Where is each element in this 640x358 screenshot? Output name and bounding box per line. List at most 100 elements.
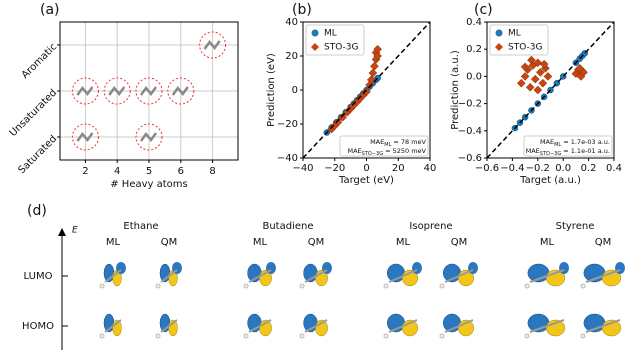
y-tick-label: 0 (292, 85, 298, 96)
x-tick-label: 0.4 (606, 163, 622, 174)
point (575, 63, 585, 73)
diagonal (487, 22, 614, 158)
y-tick-label: −40 (277, 153, 298, 164)
plot-frame (59, 21, 239, 161)
method-label: QM (451, 237, 468, 248)
h-atom (524, 283, 530, 289)
annotation: MAEML = 78 meV (370, 138, 426, 148)
point (527, 55, 536, 65)
diagonal (303, 22, 430, 158)
point (543, 72, 553, 81)
x-tick-label: 0.0 (555, 163, 571, 174)
method-label: ML (396, 237, 411, 248)
x-tick-label: 8 (209, 166, 215, 177)
molecule (135, 77, 163, 105)
y-tick-label: −0.2 (458, 99, 482, 110)
molecule (167, 77, 195, 105)
molecule-sticks (139, 131, 158, 143)
bond (104, 269, 122, 283)
h-atom (383, 283, 389, 289)
bond (585, 269, 621, 283)
x-tick-label: 0.2 (581, 163, 597, 174)
bond (444, 269, 474, 283)
bond (160, 269, 178, 283)
x-axis-label: Target (a.u.) (519, 175, 581, 186)
legend-label: ML (324, 29, 337, 39)
molecule-title: Ethane (123, 221, 158, 232)
legend-marker (311, 29, 319, 37)
legend-label: STO-3G (508, 43, 543, 53)
annotation-sub: ML (384, 142, 391, 148)
method-label: QM (308, 237, 325, 248)
h-atom (99, 333, 105, 339)
orbital (439, 262, 478, 289)
point (333, 117, 343, 127)
bond (388, 319, 418, 333)
annotation-suffix: = 1.7e-03 a.u. (563, 138, 610, 146)
y-tick-label: −20 (277, 119, 298, 130)
x-tick-label: 4 (114, 166, 120, 177)
panel-label: (b) (292, 2, 312, 18)
x-tick-label: −20 (324, 163, 345, 174)
x-tick-label: −0.2 (526, 163, 550, 174)
point (525, 82, 535, 92)
bond (248, 269, 272, 283)
point (516, 78, 526, 88)
annotation-suffix: = 5250 meV (385, 147, 426, 155)
bond (304, 269, 328, 283)
y-axis-label: Prediction (a.u.) (450, 50, 461, 130)
h-atom (439, 333, 445, 339)
method-label: QM (595, 237, 612, 248)
h-atom (580, 283, 586, 289)
annotation-frame (339, 135, 429, 157)
orbital (524, 313, 566, 339)
point (373, 44, 382, 54)
molecule-sticks (171, 85, 189, 97)
h-atom (524, 333, 530, 339)
point (539, 59, 549, 69)
molecule-sticks (139, 85, 158, 97)
h-atom (155, 283, 161, 289)
annotation-text: MAE (540, 138, 554, 146)
bond (585, 319, 621, 333)
level-label: HOMO (22, 321, 54, 332)
annotation: MAEML = 1.7e-03 a.u. (540, 138, 610, 148)
panel-label: (a) (40, 2, 60, 18)
x-tick-label: 40 (424, 163, 437, 174)
molecule-title: Isoprene (409, 221, 452, 232)
point (530, 74, 540, 84)
bond (444, 319, 474, 333)
y-tick-label: Aromatic (20, 41, 60, 81)
level-label: LUMO (24, 271, 53, 282)
point (533, 58, 543, 68)
annotation: MAESTO−3G = 5250 meV (348, 147, 427, 157)
energy-arrow (58, 228, 66, 236)
molecule-circle (167, 77, 195, 105)
h-atom (155, 333, 161, 339)
molecule-sticks (76, 131, 94, 143)
h-atom (383, 333, 389, 339)
bond (248, 319, 272, 333)
annotation-sub: ML (554, 142, 561, 148)
orbital (580, 313, 622, 339)
molecule-circle (135, 123, 163, 151)
molecule-circle (135, 77, 163, 105)
annotation-text: MAE (526, 147, 540, 155)
orbital (155, 313, 178, 339)
x-tick-label: 2 (82, 166, 88, 177)
orbital (243, 313, 272, 339)
legend-label: STO-3G (324, 43, 359, 53)
x-axis-label: Target (eV) (338, 175, 394, 186)
orbital (524, 262, 569, 289)
x-tick-label: 5 (146, 166, 152, 177)
molecule-circle (103, 77, 131, 105)
legend-marker (311, 43, 319, 51)
plot-area (487, 22, 614, 158)
molecule-circle (71, 77, 99, 105)
h-atom (439, 283, 445, 289)
annotation: MAESTO−3G = 1.1e-01 a.u. (526, 147, 610, 157)
molecule (199, 31, 227, 59)
plot-frame (302, 21, 431, 159)
